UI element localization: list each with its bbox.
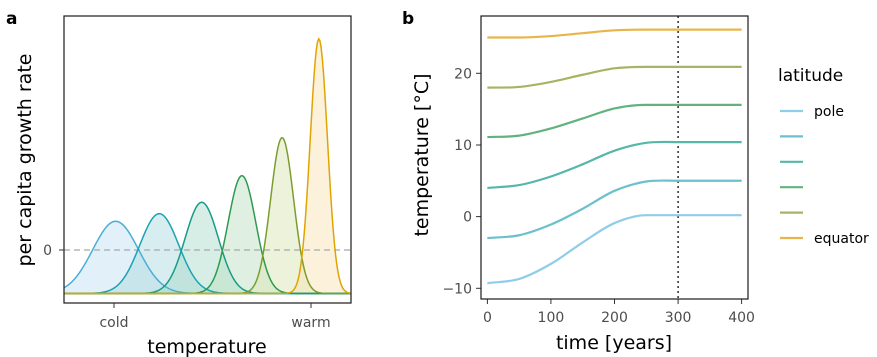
panel-b-label: b (402, 9, 414, 29)
panel-a-label: a (6, 9, 17, 29)
legend-title: latitude (778, 66, 843, 86)
y-tick-label: −10 (442, 281, 472, 297)
temperature-series-line (487, 140, 742, 190)
legend-label: equator (814, 231, 869, 247)
temperature-series-line (487, 28, 742, 39)
temperature-series-line (487, 65, 742, 89)
growth-curve-fill (64, 137, 351, 294)
temperature-series-line (487, 179, 742, 240)
legend-label: pole (814, 104, 844, 120)
growth-curve-fill (64, 202, 351, 294)
x-tick-label: 100 (538, 310, 565, 326)
growth-curve-line (64, 37, 352, 295)
x-tick-label: 300 (665, 310, 692, 326)
x-tick-label: 0 (483, 310, 492, 326)
growth-curve-fill (64, 221, 351, 294)
growth-curve-lines (63, 37, 352, 295)
y-tick-label: 0 (463, 210, 472, 226)
y-tick-zero: 0 (43, 243, 52, 259)
x-tick-label: 200 (601, 310, 628, 326)
temperature-lines (487, 28, 742, 285)
y-axis-title: per capita growth rate (14, 54, 36, 267)
panel-a-frame (63, 15, 352, 304)
x-tick-warm: warm (291, 315, 330, 331)
x-axis-title-b: time [years] (556, 332, 672, 354)
panel-a: 0 cold warm temperature per capita growt… (14, 15, 352, 357)
temperature-series-line (487, 214, 742, 285)
temperature-series-line (487, 103, 742, 139)
x-tick-cold: cold (99, 315, 128, 331)
y-tick-label: 10 (454, 138, 472, 154)
y-tick-label: 20 (454, 66, 472, 82)
growth-curve-fills (64, 38, 351, 294)
panel-b-frame (480, 15, 749, 300)
x-tick-label: 400 (728, 310, 755, 326)
growth-curve-fill (64, 213, 351, 294)
legend: latitude pole equator (778, 66, 869, 247)
x-axis-title: temperature (147, 336, 266, 357)
y-axis-title-b: temperature [°C] (411, 73, 433, 236)
